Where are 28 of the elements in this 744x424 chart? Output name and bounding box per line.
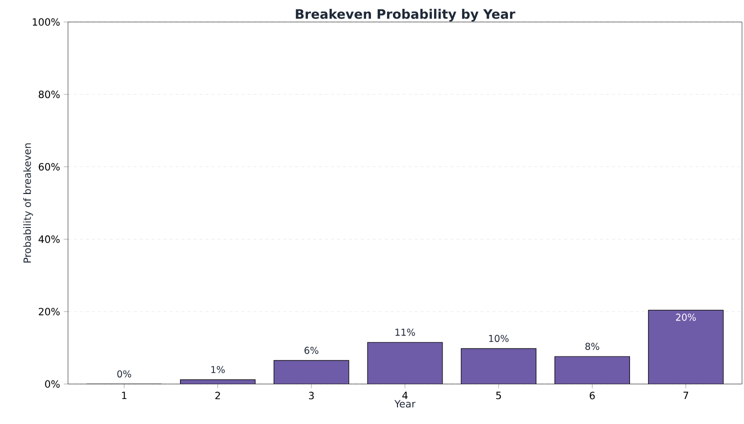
y-tick-label: 80% xyxy=(38,90,60,98)
y-axis-title: Probability of breakeven xyxy=(23,143,33,262)
chart-title: Breakeven Probability by Year xyxy=(296,8,516,22)
data-label: 0% xyxy=(117,370,132,378)
y-tick-label: 40% xyxy=(38,235,60,243)
x-tick-label: 7 xyxy=(683,392,688,400)
data-label: 1% xyxy=(211,366,225,374)
bar xyxy=(274,360,349,384)
x-axis-title: Year xyxy=(394,400,416,408)
x-tick-label: 4 xyxy=(402,392,408,400)
x-tick-label: 3 xyxy=(308,392,314,400)
y-tick-label: 100% xyxy=(32,18,60,26)
data-label: 11% xyxy=(396,328,415,336)
bar xyxy=(648,310,724,384)
data-label: 10% xyxy=(489,334,509,342)
bar xyxy=(368,342,442,384)
x-tick-label: 5 xyxy=(496,392,501,400)
bar xyxy=(461,348,536,384)
x-tick-label: 1 xyxy=(122,392,126,400)
y-tick-label: 20% xyxy=(38,308,60,316)
y-tick-label: 0% xyxy=(45,380,60,388)
data-label: 8% xyxy=(585,342,600,350)
x-tick-label: 2 xyxy=(215,392,220,400)
bar xyxy=(554,356,630,384)
y-tick-label: 60% xyxy=(38,163,60,171)
data-label: 20% xyxy=(676,314,696,321)
x-tick-label: 6 xyxy=(590,392,595,400)
data-label: 6% xyxy=(304,346,318,354)
